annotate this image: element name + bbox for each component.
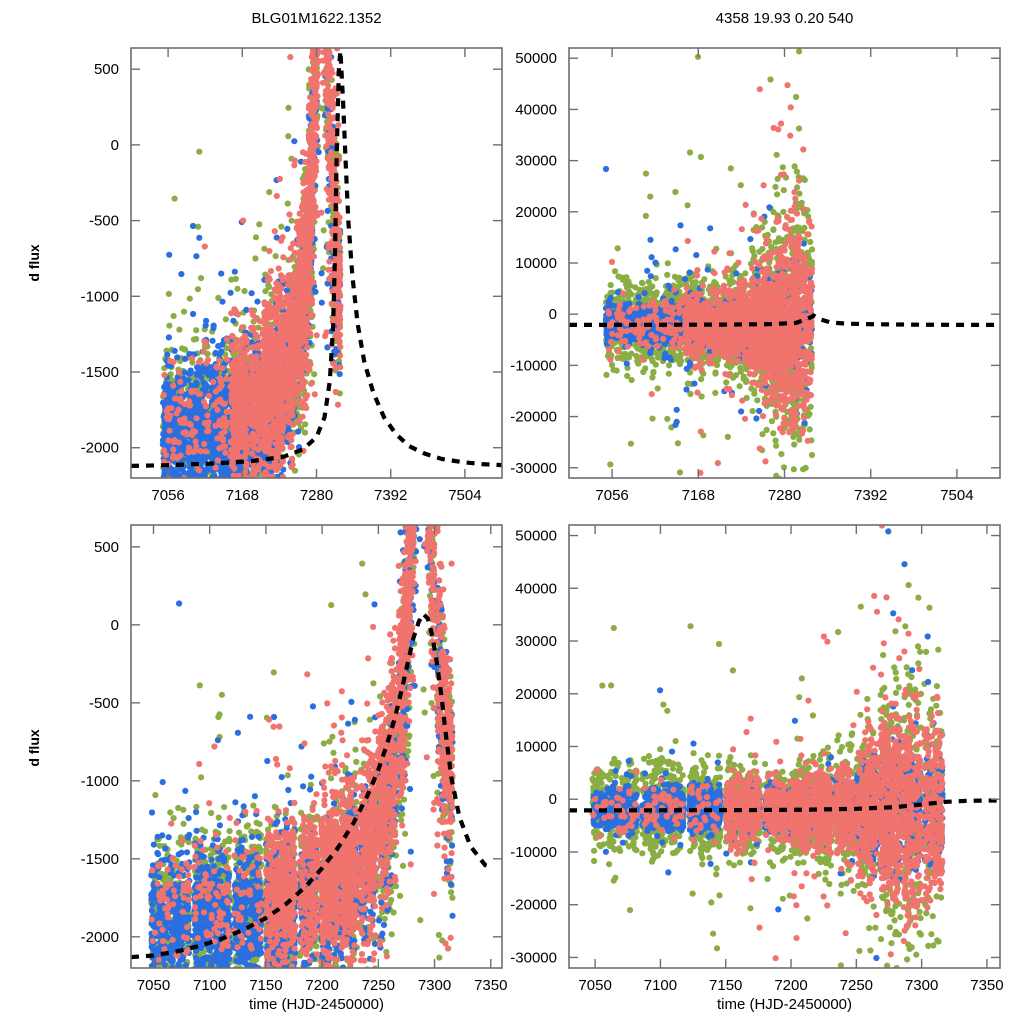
y-tick-label: 0 — [111, 617, 119, 634]
y-tick-label: -1000 — [81, 773, 119, 790]
x-tick-label: 7350 — [970, 977, 1003, 994]
y-tick-label: -1500 — [81, 851, 119, 868]
y-tick-label: -10000 — [510, 844, 557, 861]
y-tick-label: 50000 — [515, 528, 557, 545]
x-tick-label: 7150 — [249, 977, 282, 994]
x-tick-label: 7200 — [305, 977, 338, 994]
y-tick-label: -20000 — [510, 409, 557, 426]
x-tick-label: 7392 — [374, 487, 407, 504]
y-tick-label: 0 — [549, 306, 557, 323]
model-curve-bottom-right — [569, 798, 1000, 813]
y-tick-label: 30000 — [515, 153, 557, 170]
y-tick-label: 20000 — [515, 686, 557, 703]
y-tick-label: 500 — [94, 61, 119, 78]
model-curve-top-left — [131, 50, 502, 468]
x-tick-label: 7350 — [474, 977, 507, 994]
y-tick-label: 500 — [94, 539, 119, 556]
x-tick-label: 7504 — [940, 487, 973, 504]
y-tick-label: -2000 — [81, 929, 119, 946]
x-axis-label-bottom-right: time (HJD-2450000) — [569, 996, 1000, 1013]
x-tick-label: 7100 — [193, 977, 226, 994]
data-points-top-right — [602, 48, 816, 478]
data-points-bottom-left — [148, 525, 456, 968]
y-tick-label: -1500 — [81, 364, 119, 381]
x-tick-label: 7250 — [362, 977, 395, 994]
y-tick-label: 40000 — [515, 101, 557, 118]
x-tick-label: 7168 — [226, 487, 259, 504]
panel-bottom-right: 7050 7100 7150 7200 7250 7300 7350 50000 40000 30… — [510, 524, 1004, 994]
x-axis-label-bottom-left: time (HJD-2450000) — [131, 996, 502, 1013]
y-tick-label: -30000 — [510, 460, 557, 477]
panel-bottom-left: 7050 7100 7150 7200 7250 7300 7350 500 0 -500 -100… — [81, 524, 507, 994]
y-tick-label: -20000 — [510, 897, 557, 914]
x-tick-label: 7168 — [682, 487, 715, 504]
data-points-bottom-right — [589, 525, 946, 968]
x-tick-label: 7056 — [151, 487, 184, 504]
axes-frame-bottom-left — [130, 524, 503, 969]
y-tick-label: 10000 — [515, 739, 557, 756]
x-tick-label: 7392 — [854, 487, 887, 504]
panel-top-right: 7056 7168 7280 7392 7504 50000 40000 30000 20000… — [510, 47, 1001, 504]
x-tick-label: 7280 — [768, 487, 801, 504]
x-tick-label: 7504 — [448, 487, 481, 504]
panel-title-top-left: BLG01M1622.1352 — [131, 10, 502, 27]
model-curve-bottom-left — [131, 610, 494, 960]
y-tick-label: -500 — [89, 213, 119, 230]
x-tick-label: 7200 — [774, 977, 807, 994]
x-tick-label: 7050 — [578, 977, 611, 994]
y-tick-label: 20000 — [515, 204, 557, 221]
x-tick-label: 7300 — [905, 977, 938, 994]
x-tick-label: 7050 — [137, 977, 170, 994]
y-tick-label: 0 — [549, 791, 557, 808]
y-tick-label: 10000 — [515, 255, 557, 272]
y-tick-label: 40000 — [515, 580, 557, 597]
y-tick-label: 50000 — [515, 50, 557, 67]
data-points-top-left — [159, 48, 344, 478]
y-tick-label: -30000 — [510, 949, 557, 966]
y-tick-label: -10000 — [510, 357, 557, 374]
x-tick-label: 7100 — [644, 977, 677, 994]
panel-top-left: 7056 7168 7280 7392 7504 500 0 -500 -1000 -1500 -2… — [81, 47, 503, 504]
model-curve-top-right — [569, 313, 1000, 327]
panel-title-top-right: 4358 19.93 0.20 540 — [569, 10, 1000, 27]
x-tick-label: 7056 — [595, 487, 628, 504]
y-tick-label: -500 — [89, 695, 119, 712]
x-tick-label: 7150 — [709, 977, 742, 994]
y-tick-label: -2000 — [81, 440, 119, 457]
x-tick-label: 7300 — [418, 977, 451, 994]
y-tick-label: -1000 — [81, 288, 119, 305]
y-tick-label: 0 — [111, 137, 119, 154]
x-tick-label: 7250 — [840, 977, 873, 994]
y-tick-label: 30000 — [515, 633, 557, 650]
x-tick-label: 7280 — [300, 487, 333, 504]
